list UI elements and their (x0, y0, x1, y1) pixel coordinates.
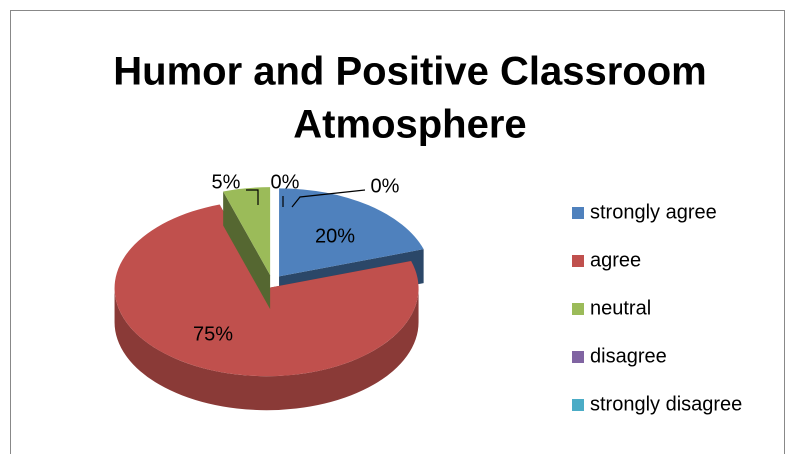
data-label: 5% (212, 171, 241, 193)
legend-label: disagree (590, 345, 667, 367)
slice-top (223, 187, 271, 276)
data-label: 0% (371, 175, 400, 197)
legend-label: strongly agree (590, 201, 717, 223)
legend-label: agree (590, 249, 641, 271)
slice-side (114, 288, 419, 411)
chart-frame (10, 10, 785, 454)
data-label: 0% (271, 171, 300, 193)
data-label: 75% (193, 323, 233, 345)
slice-top (279, 188, 424, 277)
slice-wall (223, 191, 271, 310)
legend-label: strongly disagree (590, 393, 742, 415)
pie-slice (223, 187, 271, 310)
legend-swatch (572, 255, 584, 267)
leader-line (246, 189, 259, 205)
data-label: 20% (315, 225, 355, 247)
legend-swatch (572, 207, 584, 219)
legend-swatch (572, 303, 584, 315)
leader-line (291, 189, 366, 208)
chart-title: Atmosphere (293, 103, 526, 147)
legend-swatch (572, 351, 584, 363)
legend-swatch (572, 399, 584, 411)
legend-label: neutral (590, 297, 651, 319)
chart-title: Humor and Positive Classroom (113, 50, 706, 94)
